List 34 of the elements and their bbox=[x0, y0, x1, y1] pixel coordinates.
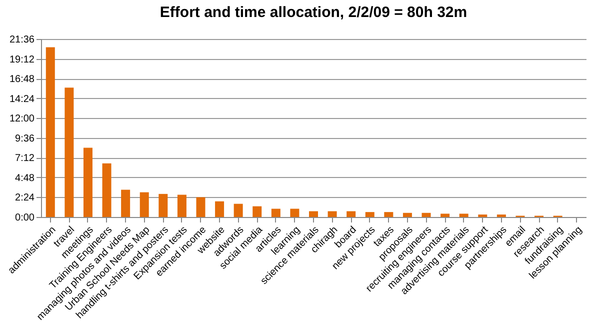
y-tick-label: 0:00 bbox=[15, 212, 35, 224]
bar bbox=[196, 197, 206, 217]
y-tick-label: 21:36 bbox=[9, 34, 35, 46]
bar bbox=[328, 211, 337, 217]
bar bbox=[140, 192, 149, 217]
bar bbox=[271, 208, 280, 217]
bar bbox=[121, 190, 130, 217]
bar bbox=[402, 212, 412, 217]
bar bbox=[177, 194, 186, 217]
bar bbox=[365, 212, 374, 217]
bar bbox=[384, 212, 394, 217]
bar bbox=[83, 148, 92, 217]
y-tick-label: 14:24 bbox=[9, 94, 35, 105]
y-tick-label: 16:48 bbox=[9, 74, 35, 86]
bar bbox=[440, 214, 450, 217]
y-tick-label: 2:24 bbox=[15, 192, 35, 204]
bar bbox=[64, 88, 74, 217]
y-tick-label: 9:36 bbox=[15, 133, 35, 144]
y-tick-label: 4:48 bbox=[15, 172, 35, 184]
bar bbox=[252, 206, 262, 217]
bar bbox=[309, 211, 318, 217]
bar bbox=[290, 208, 300, 217]
bar bbox=[158, 194, 168, 217]
bar bbox=[459, 214, 468, 217]
y-tick-label: 7:12 bbox=[15, 153, 35, 164]
y-tick-label: 19:12 bbox=[9, 54, 35, 66]
chart-title: Effort and time allocation, 2/2/09 = 80h 32m bbox=[160, 4, 468, 21]
bar bbox=[234, 204, 243, 217]
bar bbox=[346, 211, 356, 217]
bar bbox=[215, 201, 224, 217]
bar bbox=[422, 212, 431, 217]
y-tick-label: 12:00 bbox=[9, 114, 35, 125]
bar bbox=[102, 163, 112, 217]
bar bbox=[46, 47, 55, 217]
